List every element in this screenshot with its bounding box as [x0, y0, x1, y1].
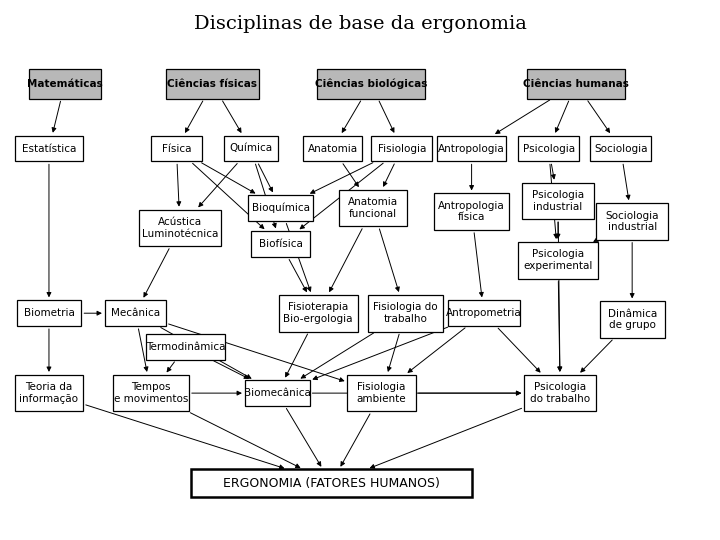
FancyBboxPatch shape — [522, 183, 594, 219]
FancyBboxPatch shape — [29, 69, 101, 98]
FancyBboxPatch shape — [151, 136, 202, 161]
FancyBboxPatch shape — [223, 136, 278, 161]
FancyBboxPatch shape — [138, 210, 222, 246]
FancyBboxPatch shape — [303, 136, 362, 161]
Text: Biometria: Biometria — [24, 308, 74, 318]
FancyBboxPatch shape — [114, 375, 189, 411]
Text: Psicologia
industrial: Psicologia industrial — [532, 190, 584, 212]
Text: Mecânica: Mecânica — [111, 308, 160, 318]
FancyBboxPatch shape — [600, 301, 665, 338]
Text: Psicologia: Psicologia — [523, 144, 575, 153]
FancyBboxPatch shape — [146, 334, 225, 360]
FancyBboxPatch shape — [372, 136, 432, 161]
Text: Psicologia
do trabalho: Psicologia do trabalho — [530, 382, 590, 404]
Text: Fisiologia: Fisiologia — [377, 144, 426, 153]
Text: Fisiologia
ambiente: Fisiologia ambiente — [357, 382, 406, 404]
FancyBboxPatch shape — [279, 295, 358, 332]
FancyBboxPatch shape — [17, 300, 81, 326]
FancyBboxPatch shape — [15, 375, 84, 411]
Text: Ciências humanas: Ciências humanas — [523, 79, 629, 89]
Text: Teoria da
informação: Teoria da informação — [19, 382, 78, 404]
Text: Antropometria: Antropometria — [446, 308, 522, 318]
Text: Química: Química — [229, 144, 272, 153]
Text: Sociologia
industrial: Sociologia industrial — [606, 211, 659, 232]
Text: Ciências físicas: Ciências físicas — [167, 79, 258, 89]
FancyBboxPatch shape — [245, 380, 310, 406]
FancyBboxPatch shape — [367, 295, 443, 332]
FancyBboxPatch shape — [191, 469, 472, 497]
Text: Física: Física — [162, 144, 191, 153]
Text: Antropologia
física: Antropologia física — [438, 201, 505, 222]
FancyBboxPatch shape — [596, 203, 668, 240]
FancyBboxPatch shape — [518, 242, 598, 279]
Text: Sociologia: Sociologia — [594, 144, 647, 153]
FancyBboxPatch shape — [248, 195, 313, 221]
Text: Biomecânica: Biomecânica — [244, 388, 310, 398]
Text: Ciências biológicas: Ciências biológicas — [315, 78, 427, 89]
FancyBboxPatch shape — [15, 136, 84, 161]
Text: Anatomia
funcional: Anatomia funcional — [348, 197, 398, 219]
FancyBboxPatch shape — [448, 300, 520, 326]
Text: Psicologia
experimental: Psicologia experimental — [523, 249, 593, 271]
Text: Antropologia: Antropologia — [438, 144, 505, 153]
Text: Disciplinas de base da ergonomia: Disciplinas de base da ergonomia — [194, 15, 526, 33]
FancyBboxPatch shape — [317, 69, 425, 98]
Text: Bioquímica: Bioquímica — [252, 202, 310, 213]
FancyBboxPatch shape — [524, 375, 596, 411]
Text: Tempos
e movimentos: Tempos e movimentos — [114, 382, 189, 404]
Text: ERGONOMIA (FATORES HUMANOS): ERGONOMIA (FATORES HUMANOS) — [222, 477, 440, 490]
Text: Dinâmica
de grupo: Dinâmica de grupo — [608, 309, 657, 330]
FancyBboxPatch shape — [433, 193, 510, 230]
FancyBboxPatch shape — [518, 136, 579, 161]
FancyBboxPatch shape — [590, 136, 652, 161]
Text: Termodinâmica: Termodinâmica — [146, 342, 225, 352]
Text: Estatística: Estatística — [22, 144, 76, 153]
FancyBboxPatch shape — [348, 375, 416, 411]
FancyBboxPatch shape — [251, 231, 310, 257]
Text: Matemáticas: Matemáticas — [27, 79, 103, 89]
FancyBboxPatch shape — [166, 69, 259, 98]
Text: Biofísica: Biofísica — [259, 239, 302, 249]
Text: Anatomia: Anatomia — [307, 144, 358, 153]
Text: Fisiologia do
trabalho: Fisiologia do trabalho — [373, 302, 438, 324]
FancyBboxPatch shape — [105, 300, 166, 326]
Text: Fisioterapia
Bio-ergologia: Fisioterapia Bio-ergologia — [284, 302, 353, 324]
FancyBboxPatch shape — [438, 136, 505, 161]
Text: Acústica
Luminotécnica: Acústica Luminotécnica — [142, 217, 218, 239]
FancyBboxPatch shape — [527, 69, 625, 98]
FancyBboxPatch shape — [339, 190, 408, 226]
